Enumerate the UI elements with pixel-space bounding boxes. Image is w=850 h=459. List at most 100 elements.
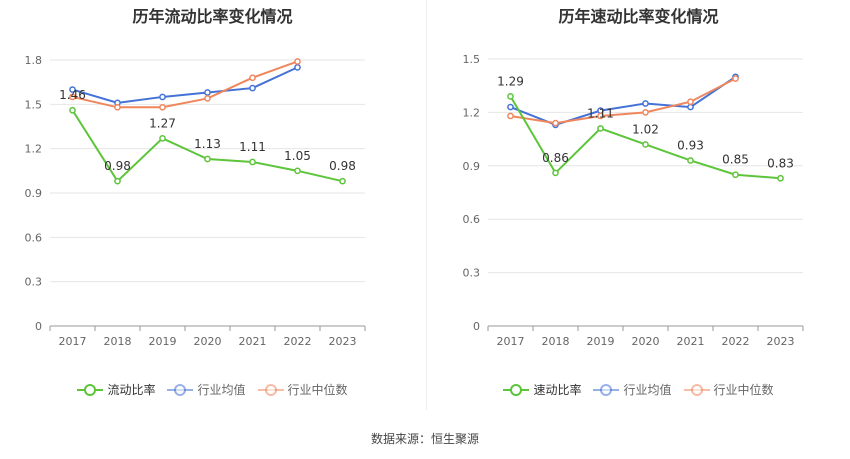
data-point[interactable]	[597, 125, 604, 132]
chart-title: 历年流动比率变化情况	[132, 7, 293, 26]
data-label: 0.98	[329, 159, 356, 173]
series-line	[72, 60, 298, 109]
data-point[interactable]	[204, 95, 211, 102]
x-tick-label: 2018	[104, 335, 132, 348]
x-tick-label: 2018	[542, 335, 570, 348]
legend: 流动比率 行业均值 行业中位数	[0, 381, 425, 398]
data-point[interactable]	[732, 75, 739, 82]
x-tick-label: 2017	[59, 335, 87, 348]
data-point[interactable]	[597, 112, 604, 120]
data-point[interactable]	[687, 157, 694, 164]
x-tick-label: 2022	[284, 335, 312, 348]
data-point[interactable]	[642, 109, 649, 116]
legend-item[interactable]: 流动比率	[77, 381, 155, 398]
data-point[interactable]	[687, 98, 694, 106]
data-point[interactable]	[159, 134, 166, 142]
y-tick-label: 1.5	[25, 98, 43, 111]
quick-ratio-plot: 0 0.3 0.6 0.9 1.2 1.5 2017 2018 2019 2020 2021 2022…	[463, 53, 804, 348]
data-point[interactable]	[249, 84, 256, 92]
x-tick-label: 2021	[239, 335, 267, 348]
x-tick-label: 2020	[194, 335, 222, 348]
legend-item[interactable]: 速动比率	[503, 381, 581, 398]
legend-label: 行业中位数	[287, 383, 348, 397]
legend-marker-icon	[167, 383, 194, 397]
data-label: 0.86	[542, 151, 569, 165]
data-point[interactable]	[159, 93, 166, 101]
legend-label: 行业均值	[623, 383, 672, 397]
data-label: 1.11	[239, 140, 266, 154]
data-label: 1.13	[194, 137, 221, 151]
data-label: 1.11	[587, 106, 614, 120]
data-point[interactable]	[69, 93, 76, 101]
data-point[interactable]	[732, 171, 739, 179]
x-tick-label: 2023	[329, 335, 357, 348]
legend-item[interactable]: 行业均值	[167, 381, 246, 398]
x-tick-label: 2022	[722, 335, 750, 348]
data-point[interactable]	[159, 103, 166, 111]
panel-divider	[426, 0, 427, 410]
x-tick-label: 2021	[677, 335, 705, 348]
data-point[interactable]	[552, 169, 559, 177]
legend-item[interactable]: 行业均值	[593, 381, 672, 398]
y-tick-label: 1.2	[25, 143, 43, 156]
y-tick-label: 0	[35, 320, 42, 333]
x-tick-label: 2023	[767, 335, 795, 348]
data-label: 1.05	[284, 149, 311, 163]
y-tick-label: 0.9	[463, 160, 481, 173]
data-point[interactable]	[507, 93, 514, 100]
data-point[interactable]	[249, 158, 256, 166]
x-tick-label: 2020	[632, 335, 660, 348]
y-tick-label: 0.9	[25, 187, 43, 200]
data-point[interactable]	[114, 177, 121, 185]
data-point[interactable]	[114, 103, 121, 111]
legend-label: 速动比率	[533, 383, 582, 397]
x-tick-label: 2019	[587, 335, 615, 348]
data-point[interactable]	[642, 141, 649, 148]
data-point[interactable]	[294, 58, 301, 65]
current-ratio-chart: 历年流动比率变化情况 0 0.3 0.6 0.9 1.2 1.5 1.8 2017 2018 20…	[0, 0, 425, 410]
data-point[interactable]	[777, 174, 784, 182]
y-tick-label: 1.2	[463, 106, 481, 119]
data-label: 1.27	[149, 116, 176, 130]
data-source-note: 数据来源：恒生聚源	[370, 432, 479, 446]
data-label: 1.02	[632, 122, 659, 136]
data-point[interactable]	[204, 89, 211, 96]
data-point[interactable]	[552, 119, 559, 127]
data-label: 0.85	[722, 153, 749, 167]
legend-item[interactable]: 行业中位数	[683, 381, 774, 398]
y-tick-label: 1.5	[463, 53, 481, 66]
data-point[interactable]	[204, 155, 211, 163]
x-tick-label: 2019	[149, 335, 177, 348]
data-point[interactable]	[339, 177, 346, 185]
y-tick-label: 1.8	[25, 54, 43, 67]
data-label: 1.46	[59, 88, 86, 102]
data-label: 1.29	[497, 74, 524, 88]
legend-marker-icon	[257, 383, 284, 397]
legend-item[interactable]: 行业中位数	[257, 381, 348, 398]
legend-label: 行业均值	[197, 383, 246, 397]
legend-label: 流动比率	[107, 383, 156, 397]
legend-marker-icon	[593, 383, 620, 397]
series-line	[510, 75, 737, 126]
data-point[interactable]	[294, 64, 301, 71]
data-point[interactable]	[69, 86, 76, 93]
legend: 速动比率 行业均值 行业中位数	[427, 381, 850, 398]
y-tick-label: 0	[473, 320, 480, 333]
data-label: 0.83	[767, 156, 794, 170]
y-tick-label: 0.3	[463, 267, 481, 280]
legend-label: 行业中位数	[713, 383, 774, 397]
data-point[interactable]	[507, 103, 514, 111]
quick-ratio-chart: 历年速动比率变化情况 0 0.3 0.6 0.9 1.2 1.5 2017 2018 2019 2…	[427, 0, 850, 410]
series-line	[72, 66, 298, 104]
x-tick-label: 2017	[497, 335, 525, 348]
legend-marker-icon	[503, 383, 530, 397]
data-point[interactable]	[294, 167, 301, 175]
data-point[interactable]	[249, 74, 256, 82]
y-tick-label: 0.6	[25, 231, 43, 244]
data-point[interactable]	[507, 112, 514, 120]
current-ratio-plot: 0 0.3 0.6 0.9 1.2 1.5 1.8 2017 2018 2019 2020 2021 2…	[25, 54, 366, 348]
data-point[interactable]	[687, 103, 694, 111]
y-tick-label: 0.3	[25, 276, 43, 289]
data-point[interactable]	[69, 106, 76, 114]
data-point[interactable]	[642, 100, 649, 107]
